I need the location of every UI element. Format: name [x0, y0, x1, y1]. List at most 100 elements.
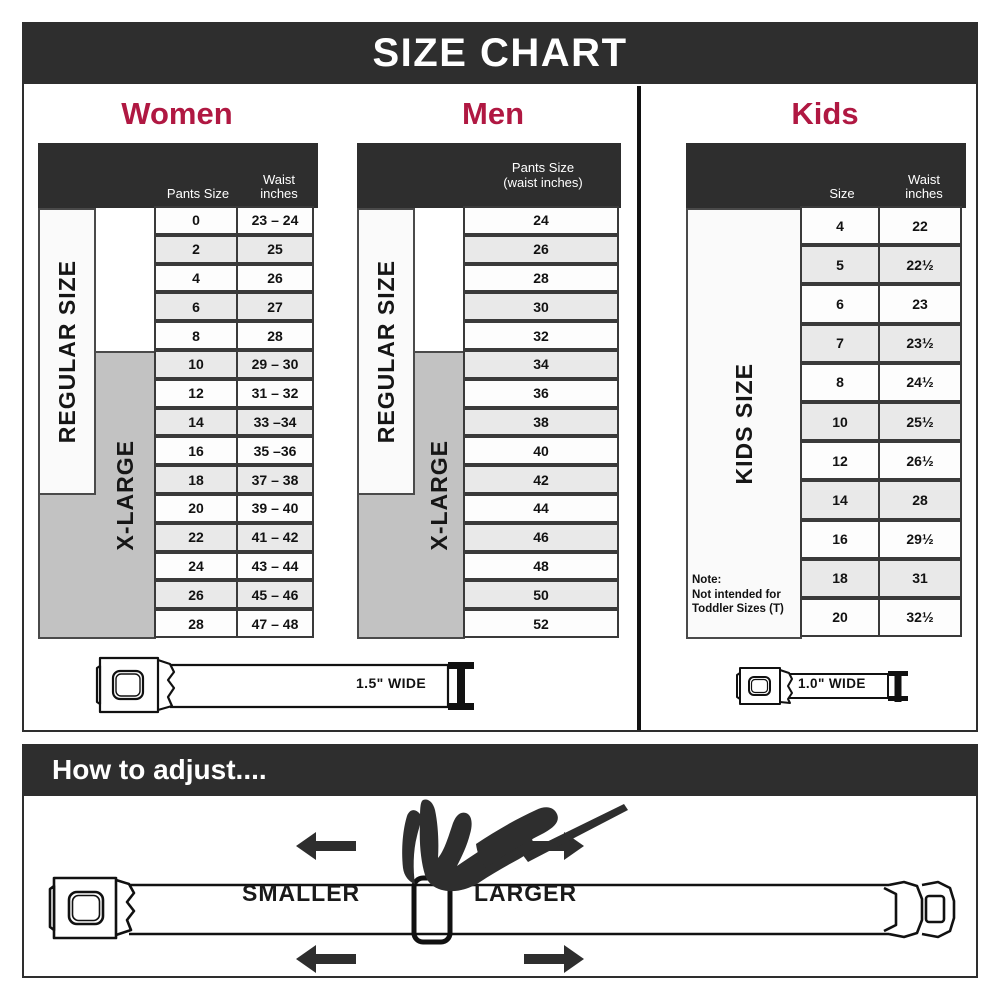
kids-row: 20 32½	[800, 597, 962, 639]
men-cell-size: 44	[463, 493, 619, 523]
men-row: 24	[463, 206, 619, 237]
kids-size-table: Size Waist inches KIDS SIZE Note: Not in…	[686, 143, 966, 639]
men-row: 48	[463, 551, 619, 583]
women-cell-waist: 37 – 38	[236, 465, 314, 494]
women-cell-size: 12	[154, 378, 238, 408]
women-cell-size: 24	[154, 551, 238, 581]
kids-col-header-waist: Waist inches	[905, 171, 943, 202]
section-heading-women: Women	[121, 96, 233, 131]
women-cell-size: 28	[154, 609, 238, 638]
men-cell-size: 34	[463, 349, 619, 379]
women-row: 12 31 – 32	[154, 378, 314, 410]
women-cell-waist: 43 – 44	[236, 551, 314, 581]
kids-table-header: Size Waist inches	[686, 143, 966, 208]
women-band-regular-label: REGULAR SIZE	[53, 259, 80, 444]
kids-row: 16 29½	[800, 519, 962, 561]
men-size-table: Pants Size (waist inches) REGULAR SIZE X…	[357, 143, 621, 639]
women-cell-size: 0	[154, 206, 238, 235]
men-table-header: Pants Size (waist inches)	[357, 143, 621, 208]
women-cell-waist: 47 – 48	[236, 609, 314, 638]
arrow-right-lower	[524, 945, 584, 973]
women-table-rows: 0 23 – 24 2 25 4 26 6 27 8 28 10 29 – 30 12 31 – 32 14…	[154, 206, 314, 640]
men-row: 34	[463, 349, 619, 381]
arrow-left-upper	[296, 832, 356, 860]
men-row: 32	[463, 321, 619, 352]
men-row: 42	[463, 465, 619, 496]
kids-row: 4 22	[800, 206, 962, 247]
page-title: SIZE CHART	[372, 31, 628, 75]
men-row: 52	[463, 609, 619, 640]
men-cell-size: 30	[463, 292, 619, 322]
men-cell-size: 52	[463, 609, 619, 638]
women-row: 14 33 –34	[154, 407, 314, 439]
kids-cell-waist: 22½	[878, 245, 962, 285]
kids-cell-size: 6	[800, 284, 880, 324]
men-cell-size: 28	[463, 263, 619, 293]
men-row: 46	[463, 522, 619, 554]
women-band-xlarge: X-LARGE	[96, 351, 156, 639]
women-row: 18 37 – 38	[154, 465, 314, 496]
kids-cell-waist: 22	[878, 206, 962, 246]
women-cell-waist: 39 – 40	[236, 493, 314, 523]
men-cell-size: 48	[463, 551, 619, 581]
women-cell-waist: 23 – 24	[236, 206, 314, 235]
men-band-regular-size: REGULAR SIZE	[357, 208, 415, 495]
women-cell-waist: 31 – 32	[236, 378, 314, 408]
kids-row: 6 23	[800, 284, 962, 325]
kids-cell-size: 16	[800, 519, 880, 559]
hand-icon	[402, 799, 628, 892]
section-heading-kids: Kids	[791, 96, 859, 131]
women-cell-waist: 45 – 46	[236, 580, 314, 610]
women-row: 8 28	[154, 321, 314, 352]
kids-row: 14 28	[800, 480, 962, 521]
men-cell-size: 24	[463, 206, 619, 235]
men-band-regular-label: REGULAR SIZE	[372, 259, 399, 444]
kids-note: Note: Not intended for Toddler Sizes (T)	[692, 574, 784, 616]
howto-adjust-bar: How to adjust....	[22, 744, 978, 796]
kids-row: 5 22½	[800, 245, 962, 286]
howto-adjust-title: How to adjust....	[52, 754, 267, 785]
smaller-label: SMALLER	[242, 880, 361, 906]
adult-belt-diagram: 1.5" WIDE	[95, 650, 526, 720]
men-row: 30	[463, 292, 619, 323]
kids-cell-waist: 25½	[878, 401, 962, 442]
kids-col-header-size: Size	[829, 186, 855, 202]
women-cell-size: 26	[154, 580, 238, 610]
kids-cell-waist: 23½	[878, 323, 962, 363]
kids-band-kids-size: KIDS SIZE	[686, 208, 802, 639]
kids-cell-size: 18	[800, 558, 880, 598]
kids-cell-size: 10	[800, 401, 880, 442]
men-cell-size: 38	[463, 407, 619, 437]
men-cell-size: 46	[463, 522, 619, 552]
width-indicator	[448, 662, 474, 710]
women-table-header: Pants Size Waist inches	[38, 143, 318, 208]
men-table-rows: 24 26 28 30 32 34 36 38 40 42 44 46 48 50 52	[463, 206, 619, 640]
women-cell-size: 6	[154, 292, 238, 322]
men-row: 44	[463, 493, 619, 525]
women-cell-size: 2	[154, 234, 238, 264]
width-indicator	[888, 671, 908, 702]
kids-cell-size: 12	[800, 441, 880, 481]
women-row: 6 27	[154, 292, 314, 323]
women-cell-waist: 26	[236, 263, 314, 293]
men-row: 40	[463, 436, 619, 467]
women-cell-size: 18	[154, 465, 238, 494]
women-row: 4 26	[154, 263, 314, 295]
title-bar: SIZE CHART	[22, 22, 978, 84]
women-cell-waist: 28	[236, 321, 314, 350]
women-cell-size: 8	[154, 321, 238, 350]
kids-cell-size: 7	[800, 323, 880, 363]
section-heading-men: Men	[462, 96, 524, 131]
men-cell-size: 40	[463, 436, 619, 466]
women-cell-waist: 29 – 30	[236, 349, 314, 379]
women-cell-size: 4	[154, 263, 238, 293]
men-band-xlarge-label: X-LARGE	[425, 439, 452, 551]
women-band-regular-size: REGULAR SIZE	[38, 208, 96, 495]
women-cell-size: 14	[154, 407, 238, 437]
kids-cell-size: 4	[800, 206, 880, 246]
kids-section-divider	[637, 86, 641, 730]
men-band-xlarge: X-LARGE	[415, 351, 465, 639]
kids-cell-size: 20	[800, 597, 880, 638]
kids-row: 12 26½	[800, 441, 962, 482]
